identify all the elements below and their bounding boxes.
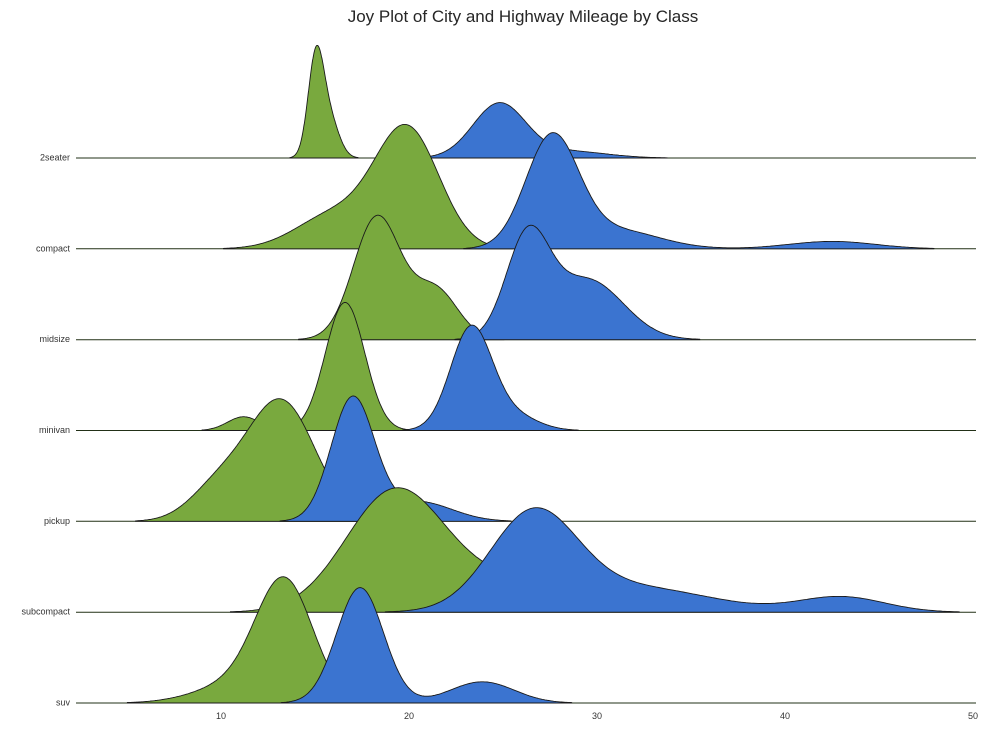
row-label-pickup: pickup xyxy=(44,516,70,526)
2seater-city-density xyxy=(289,44,359,159)
row-label-compact: compact xyxy=(36,243,71,253)
row-subcompact: subcompact xyxy=(21,487,976,617)
compact-highway-density xyxy=(463,132,935,250)
row-label-suv: suv xyxy=(56,698,71,708)
x-tick-40: 40 xyxy=(780,711,790,721)
row-label-minivan: minivan xyxy=(39,425,70,435)
row-label-subcompact: subcompact xyxy=(21,607,70,617)
compact-city-density xyxy=(222,123,514,250)
ridgeline-rows: 2seater compact midsize minivan pickup subcom… xyxy=(21,44,976,708)
row-compact: compact xyxy=(36,123,976,253)
x-tick-50: 50 xyxy=(968,711,978,721)
x-axis-tick-labels: 10 20 30 40 50 xyxy=(216,711,978,721)
row-label-2seater: 2seater xyxy=(40,153,70,163)
row-label-midsize: midsize xyxy=(39,334,70,344)
x-tick-10: 10 xyxy=(216,711,226,721)
2seater-highway-density xyxy=(410,102,668,159)
row-pickup: pickup xyxy=(44,395,976,526)
minivan-highway-density xyxy=(401,324,579,431)
row-suv: suv xyxy=(56,576,976,708)
row-minivan: minivan xyxy=(39,301,976,435)
row-2seater: 2seater xyxy=(40,44,976,163)
minivan-city-density xyxy=(201,301,412,431)
subcompact-highway-density xyxy=(384,507,960,613)
x-tick-20: 20 xyxy=(404,711,414,721)
chart-title: Joy Plot of City and Highway Mileage by … xyxy=(348,7,699,26)
x-tick-30: 30 xyxy=(592,711,602,721)
suv-highway-density xyxy=(280,587,573,704)
midsize-highway-density xyxy=(454,224,701,341)
